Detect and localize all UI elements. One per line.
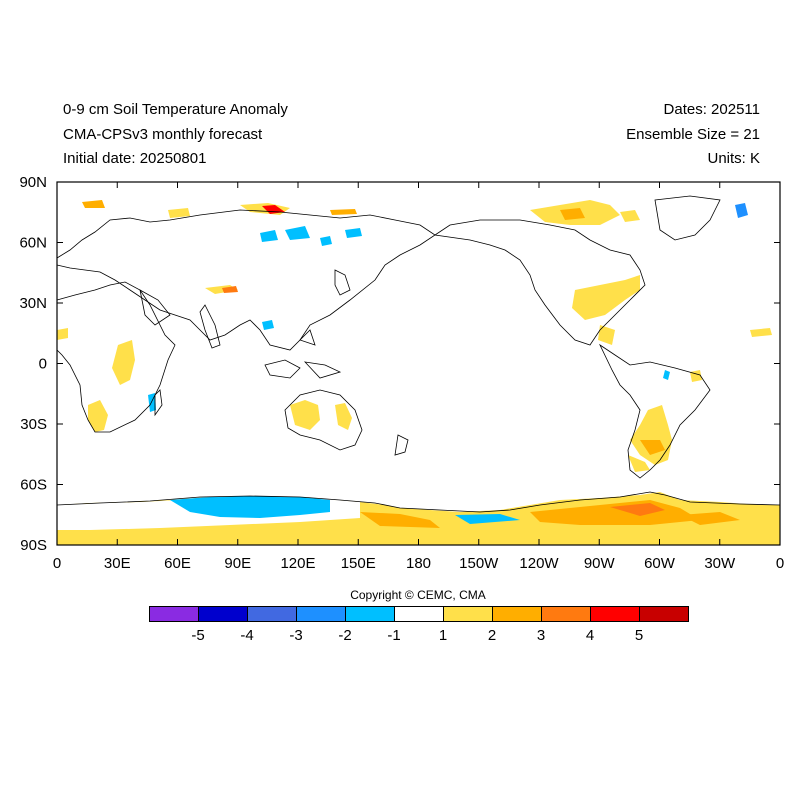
lon-tick-label: 60E <box>164 555 191 572</box>
lon-tick-label: 180 <box>406 555 431 572</box>
lat-tick-label: 0 <box>39 356 47 373</box>
map-title: 0-9 cm Soil Temperature Anomaly <box>63 101 288 118</box>
colorbar-swatch <box>198 606 248 622</box>
colorbar-swatch <box>296 606 346 622</box>
initial-date: Initial date: 20250801 <box>63 150 207 167</box>
lat-tick-label: 60S <box>20 477 47 494</box>
ensemble-size: Ensemble Size = 21 <box>626 126 760 143</box>
colorbar-swatch <box>639 606 689 622</box>
colorbar-swatch <box>590 606 640 622</box>
longitude-labels: 0 30E 60E 90E 120E 150E 180 150W 120W 90W 60W 30W 0 <box>53 555 784 572</box>
colorbar-label: -1 <box>387 627 401 644</box>
colorbar-swatch <box>541 606 591 622</box>
lon-tick-label: 0 <box>53 555 61 572</box>
lon-tick-label: 30W <box>704 555 736 572</box>
colorbar-label: -3 <box>289 627 303 644</box>
colorbar-label: 3 <box>536 627 546 644</box>
lat-tick-label: 30S <box>20 416 47 433</box>
colorbar-label: 5 <box>634 627 644 644</box>
plot-frame <box>56 181 781 546</box>
lon-tick-label: 90E <box>224 555 251 572</box>
anomaly-shading <box>57 200 780 545</box>
lon-tick-label: 90W <box>584 555 616 572</box>
colorbar-swatch <box>443 606 493 622</box>
colorbar-label: 4 <box>585 627 595 644</box>
forecast-dates: Dates: 202511 <box>663 101 760 118</box>
colorbar-label: 2 <box>487 627 497 644</box>
copyright-notice: Copyright © CEMC, CMA <box>350 588 486 602</box>
colorbar-label: -4 <box>240 627 254 644</box>
lon-tick-label: 60W <box>644 555 676 572</box>
colorbar-label: -5 <box>191 627 205 644</box>
colorbar-label: 1 <box>438 627 448 644</box>
lat-tick-label: 90N <box>19 174 47 191</box>
axis-ticks <box>56 181 781 546</box>
lat-tick-label: 90S <box>20 537 47 554</box>
colorbar-swatch <box>247 606 297 622</box>
colorbar-swatch <box>394 606 444 622</box>
lon-tick-label: 120W <box>519 555 559 572</box>
latitude-labels: 90N 60N 30N 0 30S 60S 90S <box>19 174 47 554</box>
lon-tick-label: 120E <box>280 555 315 572</box>
colorbar-label: -2 <box>338 627 352 644</box>
lat-tick-label: 30N <box>19 295 47 312</box>
units-label: Units: K <box>707 150 760 167</box>
colorbar-swatch <box>492 606 542 622</box>
lon-tick-label: 30E <box>104 555 131 572</box>
colorbar-swatch <box>149 606 199 622</box>
coastlines <box>56 195 781 513</box>
lat-tick-label: 60N <box>19 235 47 252</box>
lon-tick-label: 0 <box>776 555 784 572</box>
lon-tick-label: 150E <box>341 555 376 572</box>
lon-tick-label: 150W <box>459 555 499 572</box>
colorbar-swatch <box>345 606 395 622</box>
model-name: CMA-CPSv3 monthly forecast <box>63 126 263 143</box>
